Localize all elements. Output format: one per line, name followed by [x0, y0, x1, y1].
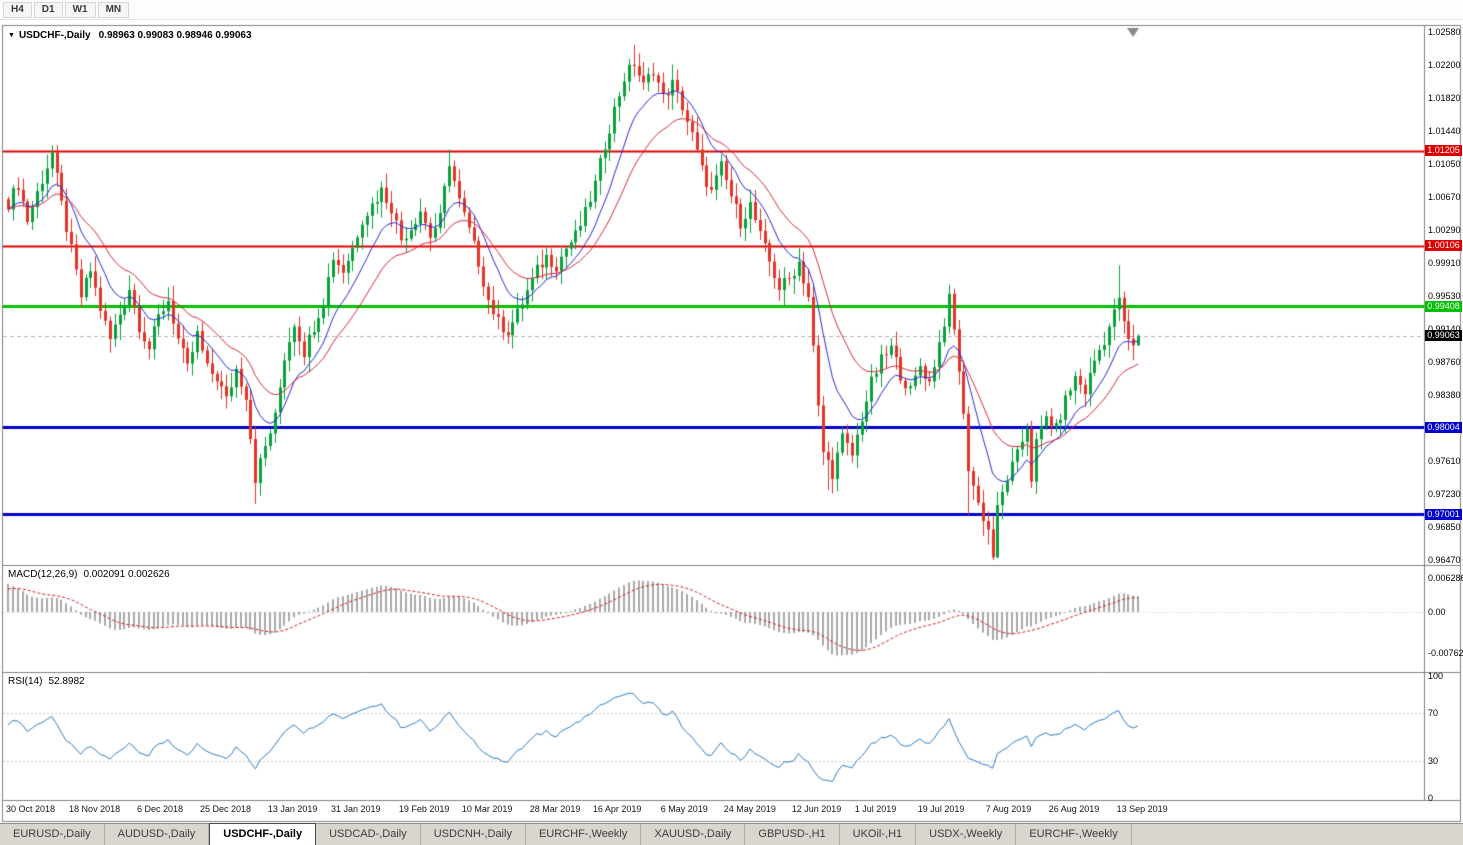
macd-title: MACD(12,26,9): [8, 569, 78, 580]
macd-axis-label: 0.006286: [1428, 573, 1463, 584]
time-axis-label: 30 Oct 2018: [6, 804, 56, 814]
price-tick-label: 0.97610: [1428, 456, 1461, 467]
time-axis-label: 1 Jul 2019: [854, 804, 897, 814]
time-axis-label: 26 Aug 2019: [1048, 804, 1100, 814]
rsi-axis-label: 0: [1428, 793, 1434, 803]
time-axis-label: 31 Jan 2019: [330, 804, 381, 814]
rsi-axis-label: 30: [1428, 756, 1439, 767]
time-axis-label: 18 Nov 2018: [69, 804, 121, 814]
price-line-badge: 0.99408: [1425, 301, 1462, 312]
price-tick-label: 0.99140: [1428, 324, 1462, 334]
time-axis-label: 28 Mar 2019: [529, 804, 581, 814]
chart-tabs-bar: EURUSD-,Daily AUDUSD-,Daily USDCHF-,Daily U…: [0, 823, 1463, 845]
price-tick-label: 1.01050: [1428, 159, 1461, 170]
macd-axis-label: 0.00: [1428, 607, 1446, 617]
price-tick-label: 0.98760: [1428, 357, 1461, 368]
time-axis-label: 12 Jun 2019: [791, 804, 842, 814]
time-axis-label: 6 Dec 2018: [136, 804, 183, 814]
time-axis-label: 6 May 2019: [660, 804, 708, 814]
chart-tab-usdx-weekly[interactable]: USDX-,Weekly: [916, 824, 1017, 845]
timeframe-button-h4[interactable]: H4: [3, 1, 32, 18]
macd-values: 0.002091 0.002626: [83, 569, 170, 580]
chart-tab-usdcnh-daily[interactable]: USDCNH-,Daily: [421, 824, 526, 845]
chart-tab-xauusd-daily[interactable]: XAUUSD-,Daily: [641, 824, 746, 845]
price-line-badge: 1.01205: [1425, 145, 1462, 156]
time-axis-label: 19 Feb 2019: [398, 804, 450, 814]
price-tick-label: 0.98380: [1428, 389, 1461, 400]
rsi-axis-label: 100: [1428, 671, 1444, 681]
price-tick-label: 0.99910: [1428, 257, 1461, 268]
price-tick-label: 1.01440: [1428, 125, 1461, 136]
current-price-badge: 0.99063: [1425, 330, 1462, 341]
chart-title: ▼ USDCHF-,Daily 0.98963 0.99083 0.98946 0.…: [8, 30, 252, 41]
time-axis-label: 13 Jan 2019: [267, 804, 318, 814]
price-tick-label: 0.96850: [1428, 522, 1461, 533]
macd-axis-label: -0.00762: [1428, 648, 1463, 659]
chart-tab-gbpusd-h1[interactable]: GBPUSD-,H1: [745, 824, 840, 845]
time-axis-label: 10 Mar 2019: [461, 804, 513, 814]
price-tick-label: 0.96470: [1428, 555, 1461, 565]
chart-ohlc-values: 0.98963 0.99083 0.98946 0.99063: [98, 30, 252, 41]
chart-symbol-label: USDCHF-,Daily: [18, 30, 91, 41]
rsi-indicator-label: RSI(14) 52.8982: [8, 676, 85, 687]
price-tick-label: 1.01820: [1428, 92, 1461, 103]
price-line-badge: 0.98004: [1425, 422, 1462, 433]
price-line-badge: 0.97001: [1425, 509, 1462, 520]
price-tick-label: 1.02200: [1428, 59, 1461, 70]
time-axis-label: 24 May 2019: [723, 804, 776, 814]
chart-tab-audusd-daily[interactable]: AUDUSD-,Daily: [105, 824, 210, 845]
price-tick-label: 1.00670: [1428, 192, 1461, 203]
price-tick-label: 0.99530: [1428, 290, 1461, 301]
price-line-badge: 1.00106: [1425, 240, 1462, 251]
time-axis-label: 25 Dec 2018: [200, 804, 252, 814]
rsi-value: 52.8982: [48, 676, 85, 687]
timeframe-button-w1[interactable]: W1: [64, 1, 96, 18]
timeframe-button-d1[interactable]: D1: [33, 1, 63, 18]
chart-tab-eurchf-weekly[interactable]: EURCHF-,Weekly: [1016, 824, 1132, 845]
timeframe-button-mn[interactable]: MN: [97, 1, 130, 18]
macd-indicator-label: MACD(12,26,9) 0.002091 0.002626: [8, 569, 170, 580]
time-axis-label: 16 Apr 2019: [592, 804, 642, 814]
time-axis-label: 7 Aug 2019: [985, 804, 1032, 814]
rsi-axis-label: 70: [1428, 707, 1439, 718]
rsi-title: RSI(14): [8, 676, 43, 687]
price-tick-label: 0.97230: [1428, 489, 1461, 500]
chart-tab-eurchf-weekly[interactable]: EURCHF-,Weekly: [526, 824, 642, 845]
time-axis-label: 13 Sep 2019: [1116, 804, 1168, 814]
chart-tab-usdcad-daily[interactable]: USDCAD-,Daily: [316, 824, 421, 845]
time-axis-label: 19 Jul 2019: [917, 804, 965, 814]
chart-tab-ukoil-h1[interactable]: UKOil-,H1: [840, 824, 917, 845]
chart-tab-eurusd-daily[interactable]: EURUSD-,Daily: [0, 824, 105, 845]
chart-dropdown-icon[interactable]: ▼: [8, 32, 15, 39]
chart-tab-usdchf-daily[interactable]: USDCHF-,Daily: [209, 823, 317, 845]
price-tick-label: 1.00290: [1428, 224, 1461, 235]
price-tick-label: 1.02580: [1428, 27, 1461, 37]
timeframe-toolbar: H4 D1 W1 MN: [0, 0, 1463, 20]
